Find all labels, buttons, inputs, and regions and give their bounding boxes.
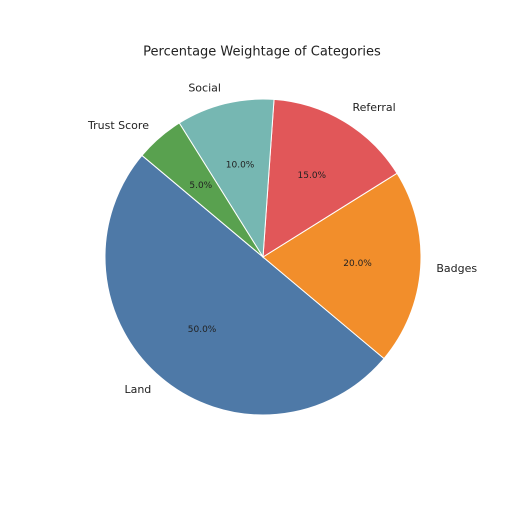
slice-label: Badges: [436, 262, 477, 275]
slice-label: Referral: [353, 101, 396, 114]
value-label: 10.0%: [226, 161, 255, 171]
pie-slice: [104, 154, 385, 416]
value-label: 5.0%: [189, 181, 212, 191]
pie-slice: [262, 98, 398, 258]
slice-label: Trust Score: [87, 119, 149, 132]
pie-slice: [141, 122, 264, 258]
value-label: 20.0%: [343, 259, 372, 269]
value-label: 50.0%: [188, 325, 217, 335]
pie-slice: [262, 172, 422, 360]
chart-title: Percentage Weightage of Categories: [143, 45, 381, 60]
value-label: 15.0%: [298, 171, 327, 181]
pie-slice: [178, 98, 275, 259]
slice-label: Social: [188, 81, 221, 94]
slice-label: Land: [124, 383, 151, 396]
